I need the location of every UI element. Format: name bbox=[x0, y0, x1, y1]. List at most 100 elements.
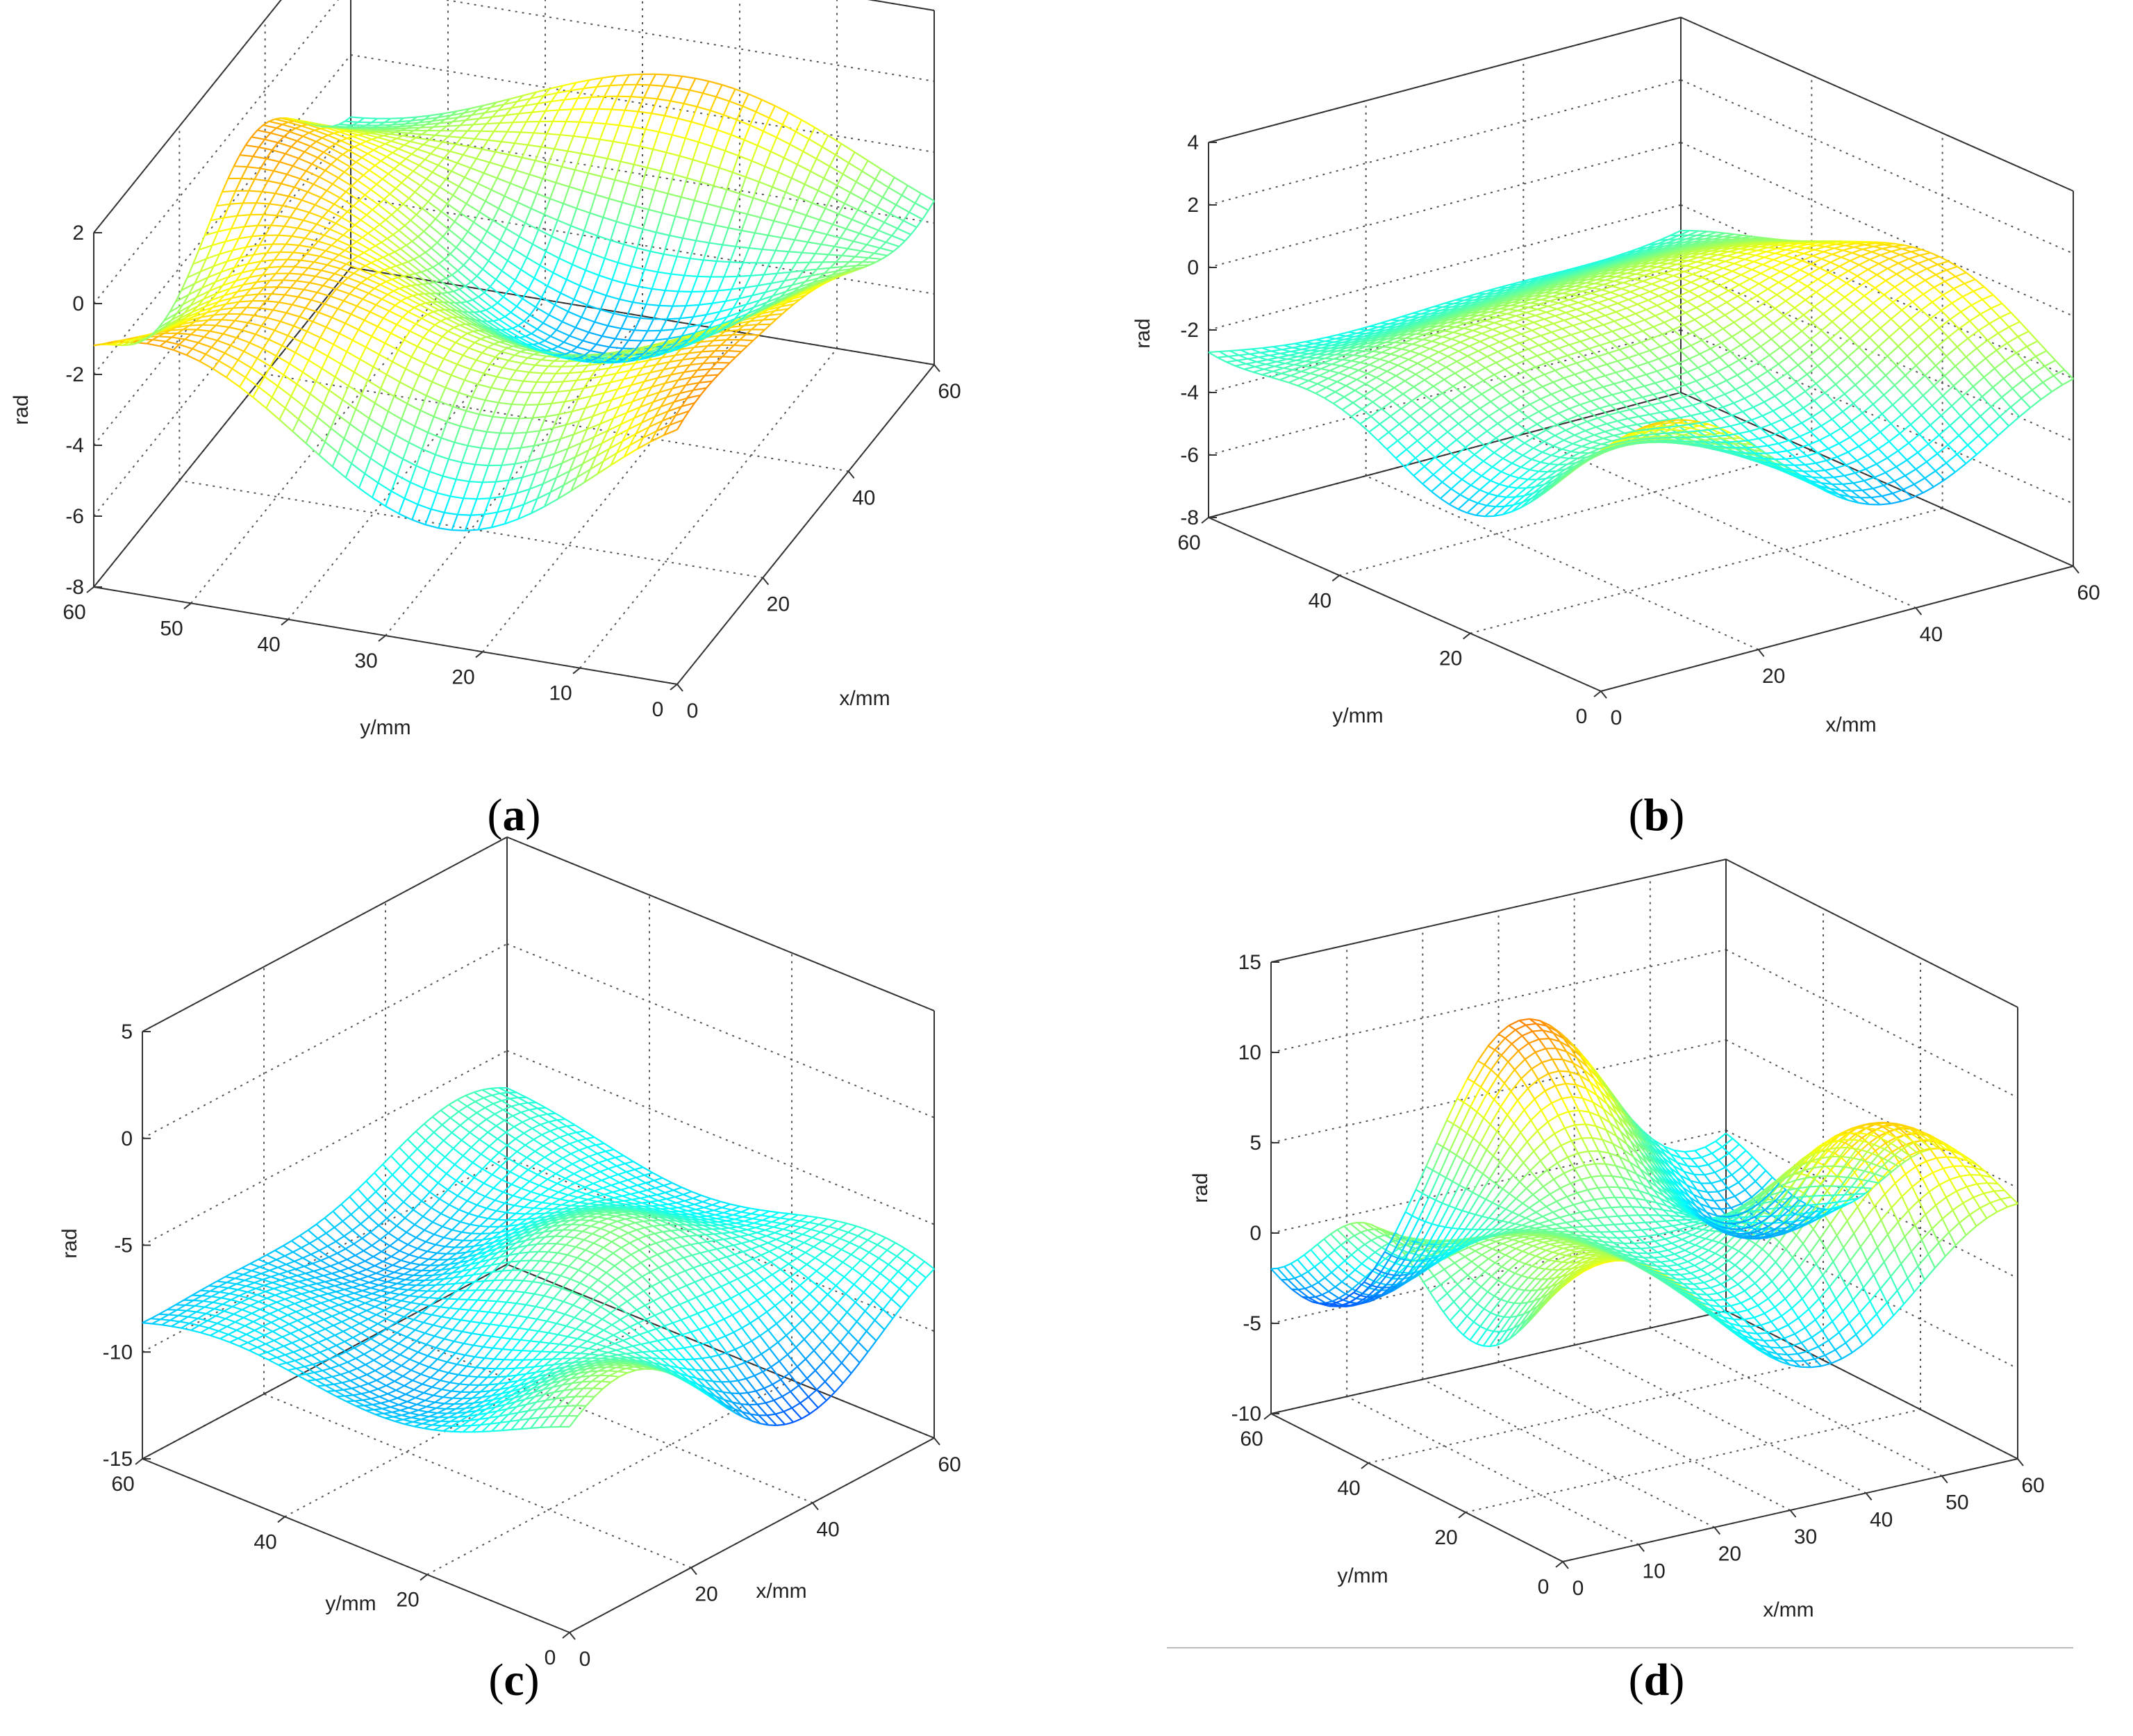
mesh-segment bbox=[258, 139, 266, 148]
mesh-segment bbox=[1445, 366, 1456, 374]
mesh-segment bbox=[234, 313, 242, 322]
mesh-segment bbox=[673, 174, 688, 179]
y-tick-mark bbox=[183, 602, 192, 610]
mesh-segment bbox=[418, 120, 432, 124]
mesh-segment bbox=[1468, 415, 1479, 424]
mesh-segment bbox=[561, 361, 568, 367]
mesh-segment bbox=[638, 110, 652, 115]
mesh-segment bbox=[342, 293, 351, 301]
mesh-segment bbox=[1516, 315, 1525, 320]
mesh-segment bbox=[331, 308, 339, 318]
mesh-segment bbox=[488, 347, 501, 353]
mesh-segment bbox=[790, 164, 798, 179]
mesh-segment bbox=[230, 215, 238, 229]
mesh-segment bbox=[222, 326, 230, 335]
mesh-segment bbox=[283, 279, 297, 282]
mesh-segment bbox=[424, 247, 432, 254]
mesh-segment bbox=[788, 239, 796, 252]
mesh-segment bbox=[1320, 367, 1330, 372]
mesh-segment bbox=[641, 330, 649, 342]
mesh-segment bbox=[719, 167, 733, 174]
mesh-segment bbox=[358, 133, 365, 136]
mesh-segment bbox=[769, 250, 777, 263]
mesh-segment bbox=[499, 319, 513, 329]
mesh-segment bbox=[353, 358, 361, 373]
mesh-segment bbox=[1568, 408, 1579, 416]
mesh-segment bbox=[585, 253, 592, 271]
mesh-segment bbox=[1561, 328, 1572, 336]
mesh-segment bbox=[668, 216, 677, 236]
mesh-segment bbox=[462, 146, 470, 156]
mesh-segment bbox=[398, 513, 413, 521]
mesh-segment bbox=[649, 430, 658, 443]
mesh-segment bbox=[811, 286, 818, 292]
mesh-segment bbox=[740, 304, 747, 313]
mesh-segment bbox=[756, 314, 770, 318]
mesh-segment bbox=[1545, 362, 1556, 372]
mesh-segment bbox=[261, 325, 275, 331]
mesh-segment bbox=[645, 391, 660, 398]
mesh-segment bbox=[420, 126, 434, 129]
mesh-segment bbox=[508, 359, 522, 364]
top-edge bbox=[1680, 17, 2074, 192]
mesh-segment bbox=[464, 167, 472, 178]
mesh-segment bbox=[249, 202, 257, 215]
mesh-segment bbox=[670, 256, 678, 274]
mesh-segment bbox=[499, 115, 506, 124]
mesh-segment bbox=[1563, 377, 1574, 387]
mesh-segment bbox=[845, 268, 852, 273]
mesh-segment bbox=[633, 411, 648, 419]
mesh-segment bbox=[638, 347, 645, 349]
mesh-segment bbox=[429, 329, 443, 338]
mesh-segment bbox=[1524, 371, 1534, 380]
mesh-segment bbox=[435, 454, 449, 460]
mesh-segment bbox=[1618, 411, 1629, 420]
mesh-segment bbox=[542, 351, 549, 355]
mesh-segment bbox=[729, 246, 737, 263]
mesh-segment bbox=[359, 347, 367, 360]
mesh-segment bbox=[479, 311, 494, 322]
mesh-segment bbox=[364, 319, 379, 328]
mesh-segment bbox=[784, 277, 798, 282]
mesh-segment bbox=[431, 118, 446, 122]
mesh-segment bbox=[506, 228, 520, 238]
mesh-segment bbox=[445, 277, 460, 290]
mesh-segment bbox=[662, 415, 677, 422]
mesh-segment bbox=[783, 157, 798, 165]
mesh-segment bbox=[326, 183, 333, 192]
mesh-segment bbox=[399, 248, 415, 261]
mesh-segment bbox=[516, 306, 531, 316]
mesh-segment bbox=[461, 239, 476, 251]
mesh-segment bbox=[1490, 336, 1500, 343]
mesh-segment bbox=[722, 227, 729, 245]
mesh-segment bbox=[470, 498, 478, 515]
mesh-segment bbox=[558, 99, 565, 110]
mesh-segment bbox=[390, 140, 405, 146]
mesh-segment bbox=[648, 340, 656, 349]
mesh-segment bbox=[733, 339, 740, 346]
mesh-segment bbox=[791, 281, 806, 286]
mesh-segment bbox=[405, 285, 412, 288]
mesh-segment bbox=[891, 235, 906, 242]
wall-gridline-z bbox=[350, 196, 935, 295]
mesh-segment bbox=[279, 243, 287, 253]
mesh-segment bbox=[586, 415, 594, 430]
mesh-segment bbox=[224, 228, 232, 242]
mesh-segment bbox=[663, 253, 677, 258]
mesh-segment bbox=[342, 282, 356, 289]
mesh-segment bbox=[597, 235, 611, 241]
mesh-segment bbox=[1399, 423, 1409, 433]
mesh-segment bbox=[853, 240, 868, 246]
mesh-segment bbox=[279, 312, 288, 322]
mesh-segment bbox=[576, 79, 590, 84]
mesh-segment bbox=[281, 258, 288, 267]
mesh-segment bbox=[414, 425, 429, 433]
mesh-segment bbox=[775, 299, 783, 304]
mesh-segment bbox=[276, 205, 283, 216]
mesh-segment bbox=[413, 124, 426, 126]
mesh-segment bbox=[413, 306, 428, 315]
mesh-segment bbox=[1472, 469, 1482, 477]
mesh-segment bbox=[812, 277, 820, 283]
mesh-segment bbox=[489, 279, 497, 288]
mesh-segment bbox=[578, 356, 592, 361]
